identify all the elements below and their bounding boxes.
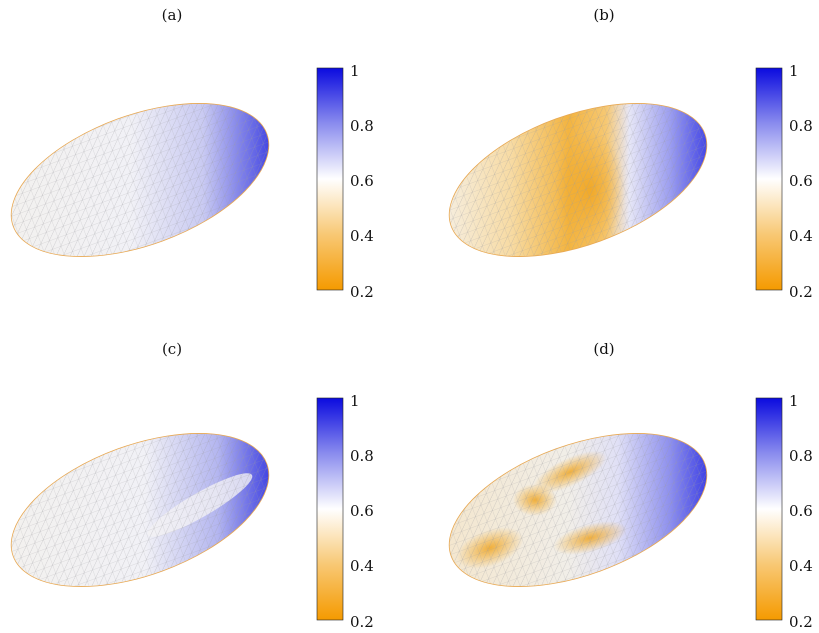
colorbar-c-tick-1: 1 xyxy=(350,392,360,410)
colorbar-c-tick-0.2: 0.2 xyxy=(350,613,374,631)
colorbar-c-tick-0.4: 0.4 xyxy=(350,557,374,575)
colorbar-a-tick-0.6: 0.6 xyxy=(350,172,374,190)
ellipsoid-c xyxy=(0,420,290,600)
colorbar-b-tick-0.2: 0.2 xyxy=(789,283,813,301)
colorbar-a-tick-1: 1 xyxy=(350,62,360,80)
colorbar-a-tick-0.4: 0.4 xyxy=(350,227,374,245)
colorbar-a-tick-0.8: 0.8 xyxy=(350,117,374,135)
colorbar-b-tick-0.4: 0.4 xyxy=(789,227,813,245)
panel-label-c: (c) xyxy=(161,340,183,358)
panel-label-d: (d) xyxy=(593,340,615,358)
colorbar-d-tick-0.4: 0.4 xyxy=(789,557,813,575)
colorbar-a-tick-0.2: 0.2 xyxy=(350,283,374,301)
colorbar-c-tick-0.6: 0.6 xyxy=(350,502,374,520)
ellipsoid-d xyxy=(438,420,728,600)
panel-label-b: (b) xyxy=(593,6,615,24)
colorbar-b-tick-1: 1 xyxy=(789,62,799,80)
colorbar-d-tick-0.6: 0.6 xyxy=(789,502,813,520)
panel-label-a: (a) xyxy=(161,6,183,24)
colorbar-d-tick-0.8: 0.8 xyxy=(789,447,813,465)
colorbar-d-tick-0.2: 0.2 xyxy=(789,613,813,631)
colorbar-d-tick-1: 1 xyxy=(789,392,799,410)
colorbar-b-tick-0.8: 0.8 xyxy=(789,117,813,135)
colorbar-a xyxy=(316,67,344,291)
colorbar-b xyxy=(755,67,783,291)
ellipsoid-b xyxy=(438,90,728,270)
colorbar-c xyxy=(316,397,344,621)
colorbar-b-tick-0.6: 0.6 xyxy=(789,172,813,190)
ellipsoid-a xyxy=(0,90,290,270)
colorbar-c-tick-0.8: 0.8 xyxy=(350,447,374,465)
colorbar-d xyxy=(755,397,783,621)
